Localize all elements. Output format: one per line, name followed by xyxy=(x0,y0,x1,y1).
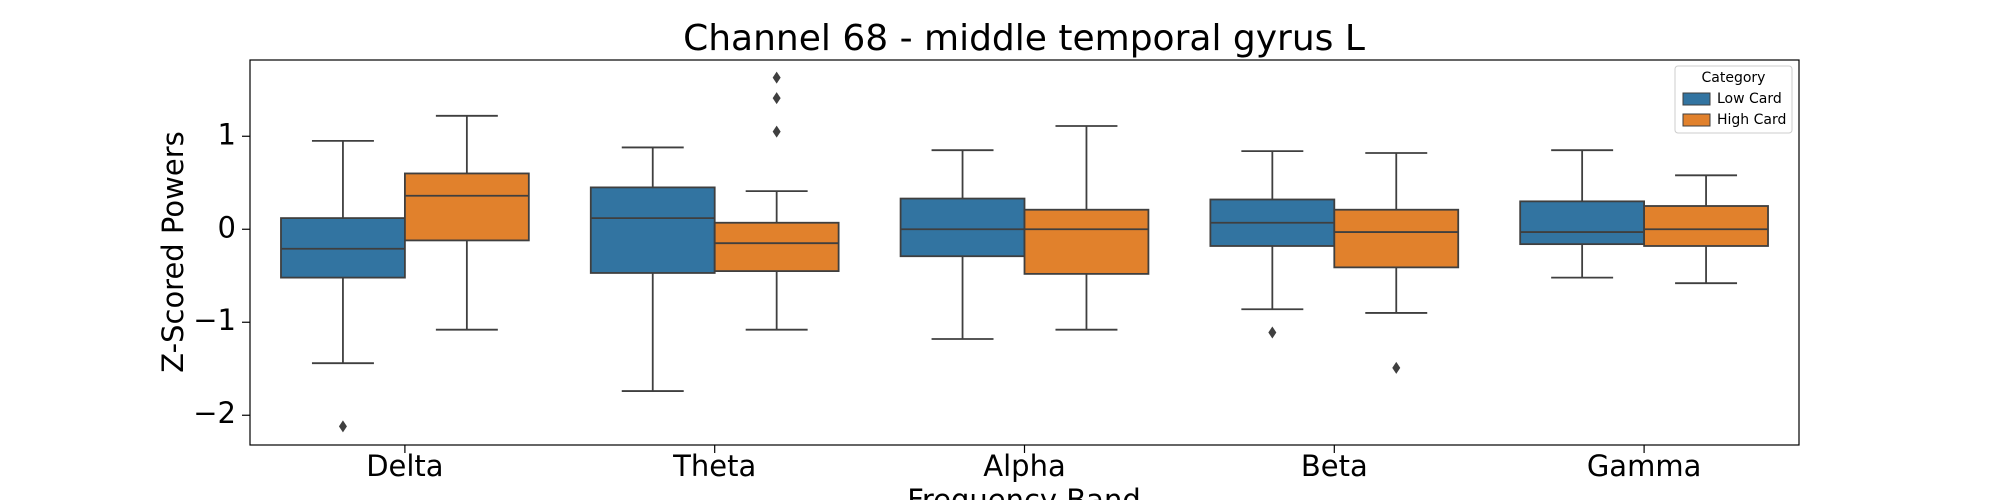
outlier xyxy=(772,92,781,105)
box xyxy=(1333,208,1460,269)
y-tick-label: −2 xyxy=(193,396,236,430)
x-tick-label: Alpha xyxy=(983,449,1065,483)
legend-swatch xyxy=(1682,113,1711,127)
box xyxy=(589,186,716,274)
outlier xyxy=(1392,361,1401,374)
x-tick-label: Delta xyxy=(366,449,443,483)
legend-title: Category xyxy=(1702,70,1766,86)
legend-label: Low Card xyxy=(1717,91,1782,107)
outlier xyxy=(772,125,781,138)
y-axis-label: Z-Scored Powers xyxy=(156,131,190,372)
box xyxy=(1643,205,1769,247)
y-tick-label: 1 xyxy=(218,117,236,151)
box xyxy=(1519,200,1646,246)
outlier xyxy=(338,420,347,433)
box xyxy=(403,172,530,242)
box xyxy=(899,197,1026,258)
y-tick-label: −1 xyxy=(193,303,236,337)
x-tick-label: Gamma xyxy=(1587,449,1702,483)
outlier xyxy=(1268,326,1277,339)
plot-frame xyxy=(249,59,1800,446)
y-tick-label: 0 xyxy=(218,210,236,244)
box xyxy=(280,217,406,279)
legend-label: High Card xyxy=(1717,112,1786,128)
box xyxy=(713,221,840,272)
x-axis-label: Frequency Band xyxy=(907,483,1141,500)
x-tick-label: Beta xyxy=(1301,449,1368,483)
outlier xyxy=(772,71,781,84)
chart-title: Channel 68 - middle temporal gyrus L xyxy=(683,18,1365,59)
legend-swatch xyxy=(1682,92,1711,106)
x-tick-label: Theta xyxy=(672,449,756,483)
box xyxy=(1023,208,1150,275)
